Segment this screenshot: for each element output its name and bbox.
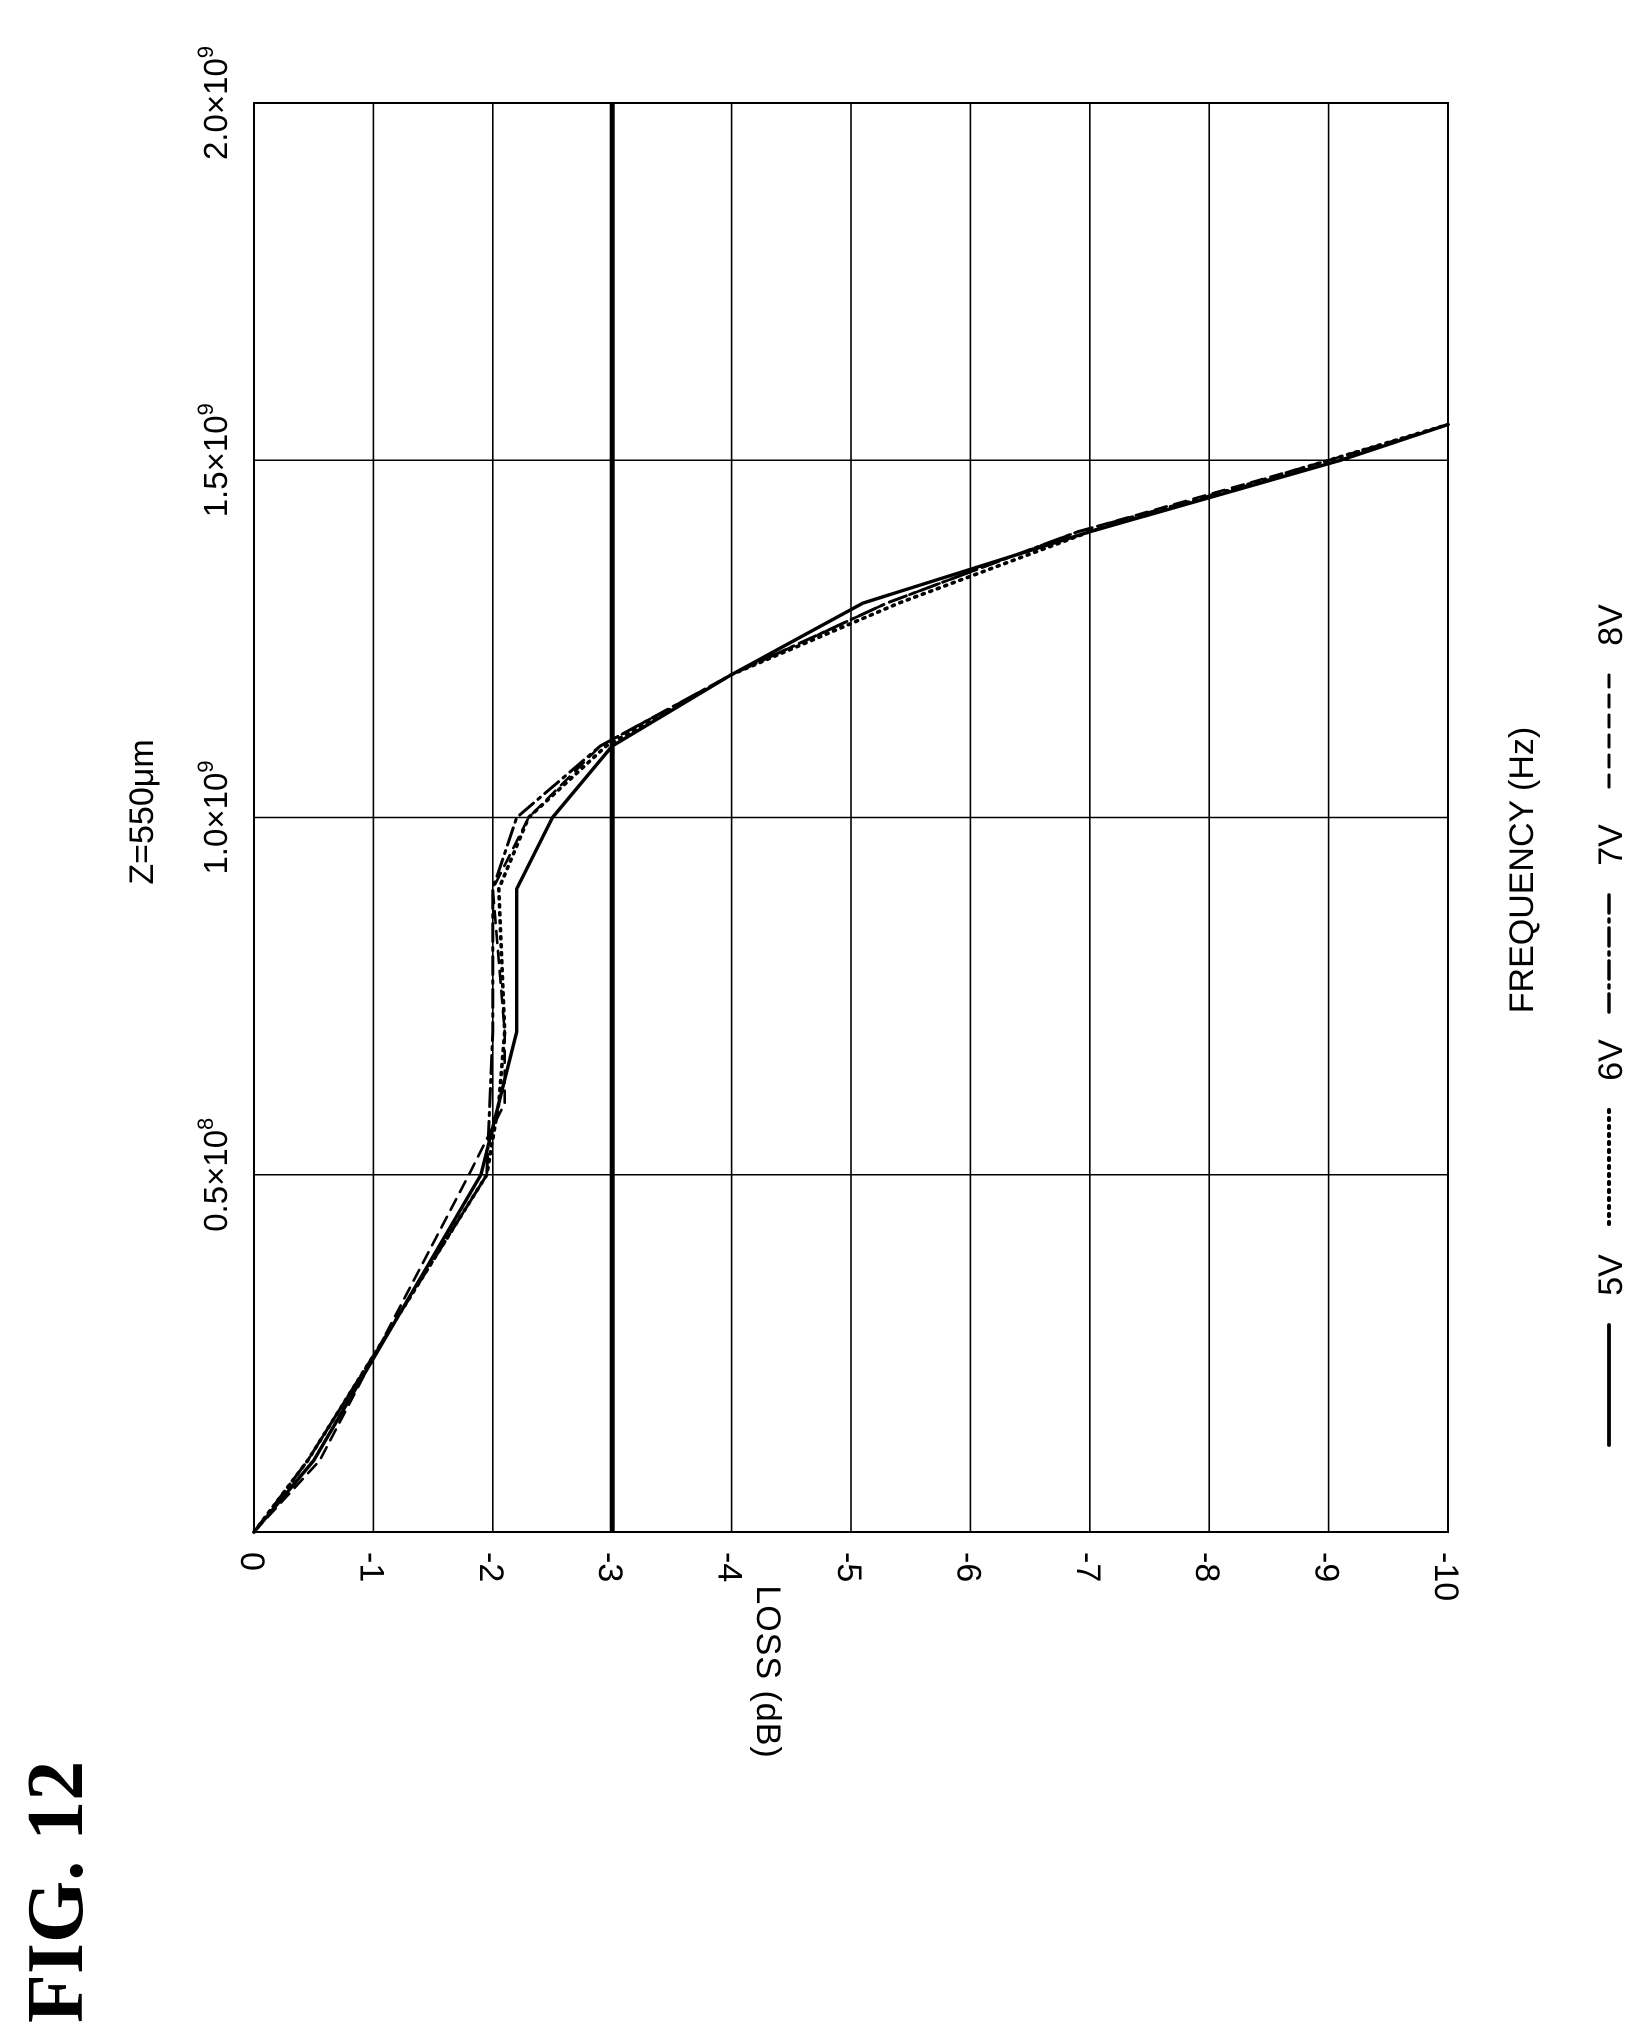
x-tick-mantissa: 1.5×10 [197,415,234,517]
x-tick-label: 0.5×108 [193,1118,234,1232]
x-tick-exponent: 9 [193,403,218,415]
x-tick-mantissa: 0.5×10 [197,1130,234,1232]
series-line-6v [252,422,1450,1534]
y-tick-label: -5 [830,1552,868,1582]
x-axis-label: FREQUENCY (Hz) [1503,727,1541,1014]
x-tick-label: 2.0×109 [193,46,234,160]
series-line-8v [252,423,1450,1534]
y-tick-label: 0 [233,1552,271,1571]
legend-label-8v: 8V [1592,604,1630,646]
x-tick-label: 1.5×109 [193,403,234,517]
y-tick-label: -7 [1069,1552,1107,1582]
y-tick-label: -8 [1188,1552,1226,1582]
x-tick-mantissa: 1.0×10 [197,773,234,875]
chart-title: Z=550μm [123,739,161,884]
series-line-5v [252,422,1450,1534]
x-tick-exponent: 8 [193,1118,218,1130]
legend-label-7v: 7V [1592,824,1630,866]
legend-label-5v: 5V [1592,1254,1630,1296]
y-tick-label: -2 [472,1552,510,1582]
x-tick-exponent: 9 [193,760,218,772]
y-tick-label: -3 [591,1552,629,1582]
y-tick-label: -9 [1308,1552,1346,1582]
legend-label-6v: 6V [1592,1039,1630,1081]
y-axis-label: LOSS (dB) [749,1585,787,1758]
y-tick-label: -6 [949,1552,987,1582]
x-tick-label: 1.0×109 [193,760,234,874]
plot-frame [253,102,1449,1533]
figure-label: FIG. 12 [12,1761,100,2023]
y-tick-label: -4 [711,1552,749,1582]
x-tick-mantissa: 2.0×10 [197,58,234,160]
y-tick-label: -10 [1427,1552,1465,1601]
y-tick-label: -1 [352,1552,390,1582]
x-tick-exponent: 9 [193,46,218,58]
